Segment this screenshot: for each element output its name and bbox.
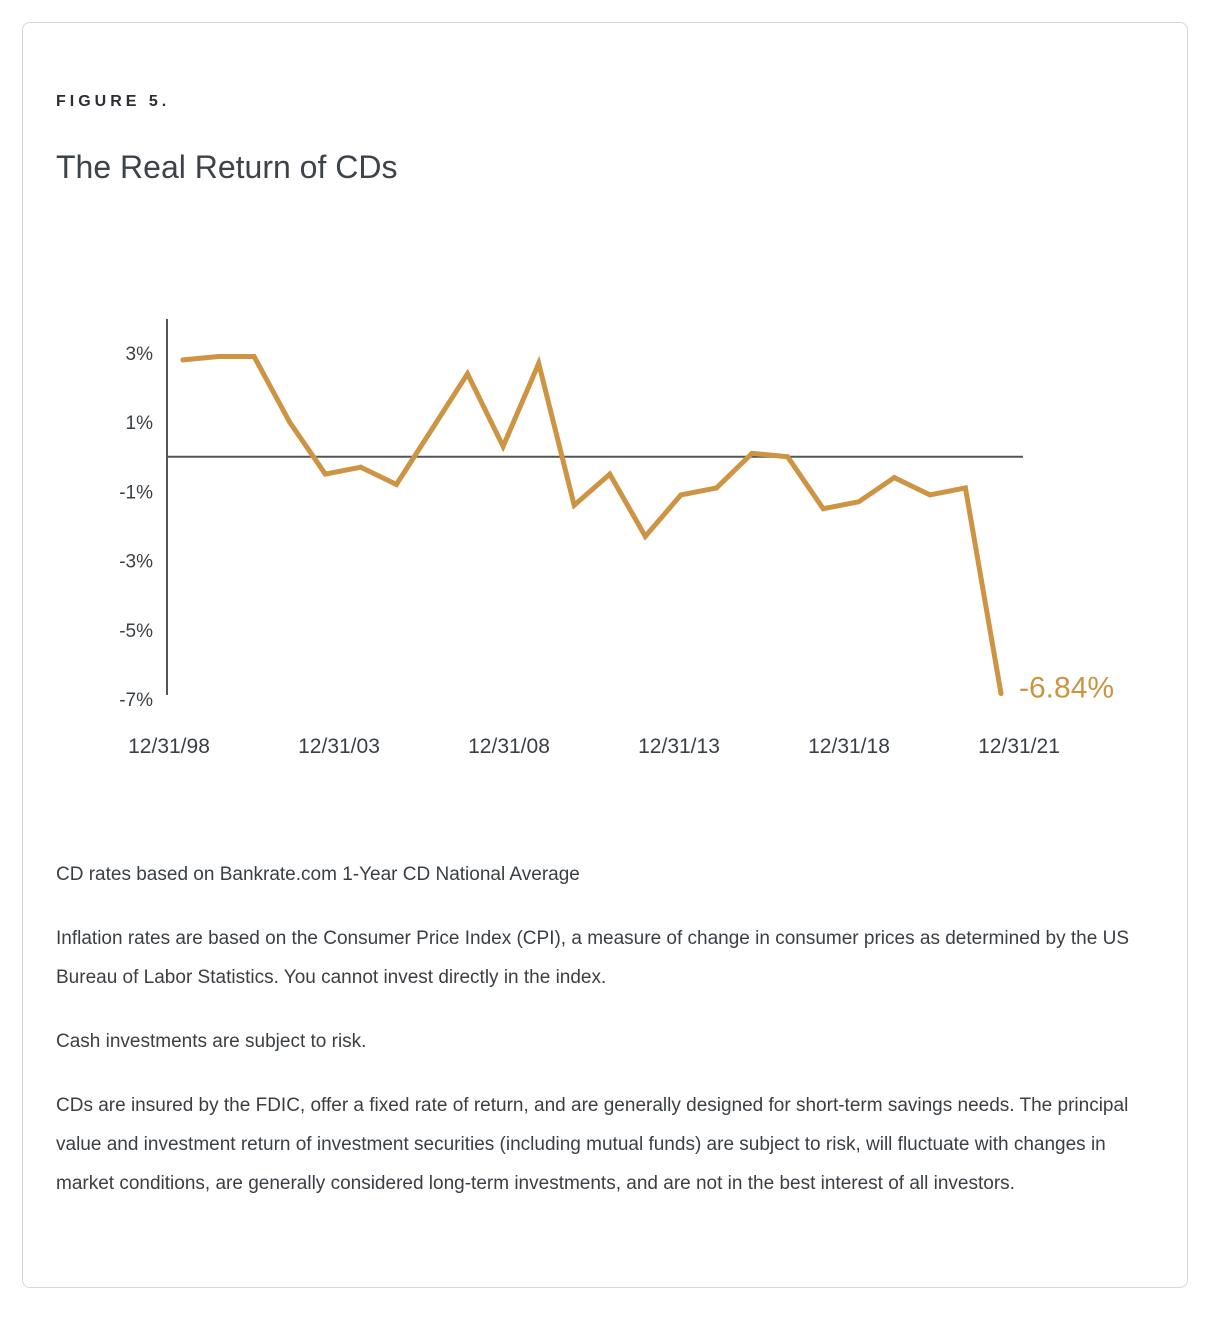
data-point [998,690,1004,696]
x-axis-tick-labels: 12/31/98 12/31/03 12/31/08 12/31/13 12/31/18… [128,735,1060,758]
data-point [393,481,399,487]
note-cd-rates: CD rates based on Bankrate.com 1-Year CD… [56,864,580,885]
y-tick-label: -5% [119,621,153,642]
data-point [678,492,684,498]
chart-title: The Real Return of CDs [56,149,398,185]
y-axis-tick-labels: 3% 1% -1% -3% -5% -7% [119,344,153,711]
data-point [891,475,897,481]
x-tick-label: 12/31/08 [468,735,550,758]
footnotes: CD rates based on Bankrate.com 1-Year CD… [56,855,1166,1228]
y-tick-label: -1% [119,482,153,503]
end-value-annotation: -6.84% [1019,671,1114,704]
data-point [536,360,542,366]
x-tick-label: 12/31/03 [298,735,380,758]
data-point [962,485,968,491]
data-point [607,471,613,477]
y-tick-label: -3% [119,552,153,573]
line-chart: 3% 1% -1% -3% -5% -7% 12/31/98 12/31/03 12/31/0… [119,319,1114,758]
y-tick-label: 3% [126,344,154,365]
data-point [251,353,257,359]
data-point [785,454,791,460]
series-line [180,354,1004,696]
note-cash-risk: Cash investments are subject to risk. [56,1031,367,1052]
figure-card: FIGURE 5. The Real Return of CDs 3% 1% -1%… [22,22,1188,1288]
data-point [465,371,471,377]
figure-label: FIGURE 5. [56,93,171,110]
y-tick-label: 1% [126,413,154,434]
x-tick-label: 12/31/18 [808,735,890,758]
data-point [358,464,364,470]
data-point [216,353,222,359]
data-point [749,450,755,456]
data-point [500,443,506,449]
note-fdic-disclaimer: CDs are insured by the FDIC, offer a fix… [56,1095,1129,1194]
data-point [713,485,719,491]
data-point [180,357,186,363]
data-point [429,426,435,432]
data-point [287,419,293,425]
data-point [571,502,577,508]
data-point [820,506,826,512]
x-tick-label: 12/31/13 [638,735,720,758]
y-tick-label: -7% [119,690,153,711]
data-points [180,353,1004,696]
note-inflation: Inflation rates are based on the Consume… [56,928,1129,988]
x-tick-label: 12/31/98 [128,735,210,758]
data-point [856,499,862,505]
data-point [642,533,648,539]
data-point [322,471,328,477]
x-tick-label: 12/31/21 [978,735,1060,758]
data-point [927,492,933,498]
